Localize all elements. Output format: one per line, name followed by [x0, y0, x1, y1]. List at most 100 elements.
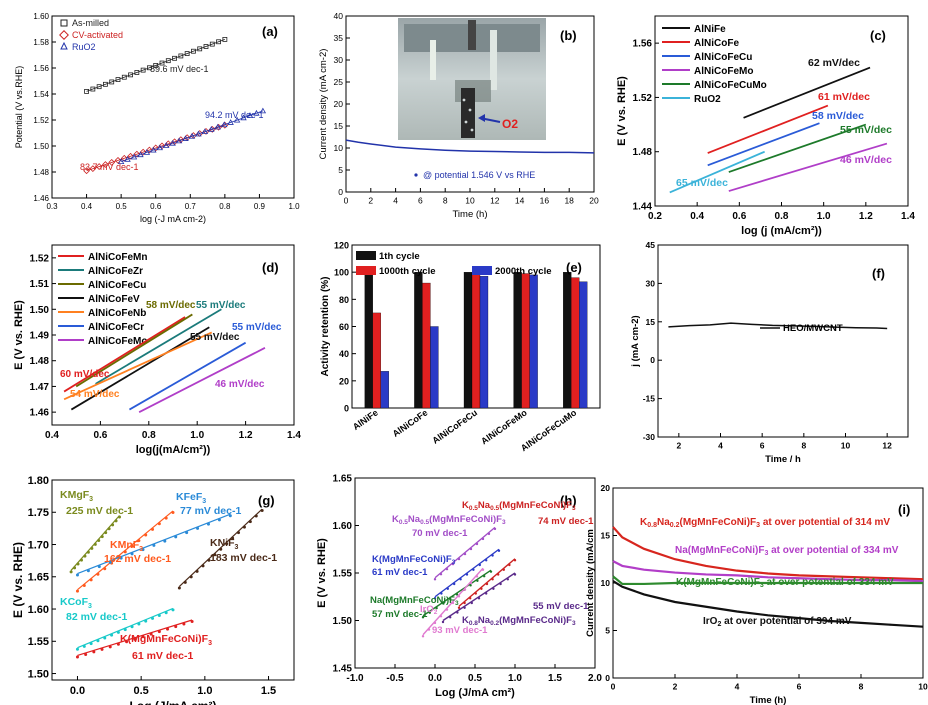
data-point — [75, 573, 79, 577]
bar — [563, 272, 572, 409]
y-tick-label: 1.65 — [333, 474, 353, 485]
y-axis-title: Potential (V vs.RHE) — [14, 66, 24, 149]
data-point — [116, 630, 120, 634]
series-line — [728, 123, 867, 173]
data-point — [130, 625, 134, 629]
legend-ruo2: RuO2 — [72, 42, 96, 52]
diamond-marker-icon — [59, 30, 69, 40]
y-tick-label: 1.44 — [633, 202, 653, 213]
data-point — [123, 550, 127, 554]
x-category-label: AlNiCoFe — [391, 407, 430, 438]
slope-alnife: 62 mV/dec — [808, 57, 860, 69]
panel-d: AlNiCoFeMn AlNiCoFeZr AlNiCoFeCu AlNiCoFeV A… — [13, 244, 301, 456]
panel-i-plot: 0 2 4 6 8 10 0 5 10 15 20 Time (h) Current density (… — [585, 483, 928, 705]
y-tick-label: 1.50 — [333, 616, 353, 627]
series-line — [63, 316, 186, 393]
bar — [422, 282, 431, 409]
panel-b-plot: 0 2 4 6 8 10 12 14 16 18 20 0 5 10 15 20 25 30 35 40 Time (h… — [318, 11, 599, 220]
data-point — [463, 552, 467, 556]
panel-e-label: (e) — [566, 260, 582, 275]
data-point — [480, 587, 483, 590]
panel-h: -1.0 -0.5 0.0 0.5 1.0 1.5 2.0 1.45 1.50 1.55 1.60 1… — [316, 474, 602, 700]
y-tick-label: 1.65 — [28, 572, 49, 584]
legend-label: AlNiCoFeNb — [88, 308, 146, 319]
data-point — [493, 527, 497, 531]
data-point — [79, 558, 83, 562]
x-tick-label: 8 — [859, 682, 864, 692]
x-category-label: AlNiCoFeCu — [430, 407, 479, 445]
panel-g-plot: 0.0 0.5 1.0 1.5 1.50 1.55 1.60 1.65 1.70 1.75 1.80… — [11, 475, 276, 705]
panel-d-plot: 0.4 0.6 0.8 1.0 1.2 1.4 1.46 1.47 1.48 1.49 1.50 1.… — [13, 253, 301, 456]
data-point — [427, 628, 431, 631]
data-point — [144, 619, 148, 623]
x-tick-label: 6 — [797, 682, 802, 692]
data-point — [485, 592, 488, 595]
data-point — [481, 537, 485, 541]
data-point — [118, 515, 122, 519]
y-tick-label: 0 — [650, 355, 655, 365]
slope-alnicofev: 55 mV/dec — [190, 332, 240, 343]
x-tick-label: 0.9 — [254, 202, 266, 211]
data-point — [103, 81, 108, 87]
x-tick-label: 8 — [443, 196, 448, 206]
data-point — [248, 520, 252, 524]
legend-label: RuO2 — [694, 94, 721, 105]
series-line — [612, 560, 924, 583]
x-tick-label: 1.0 — [817, 211, 831, 222]
y-tick-label: 1.52 — [30, 253, 50, 264]
panel-b-annotation: @ potential 1.546 V vs RHE — [423, 170, 535, 180]
panel-a-plot: 0.3 0.4 0.5 0.6 0.7 0.8 0.9 1.0 1.46 1.48 1.50 1.52… — [14, 12, 300, 224]
data-point — [114, 519, 118, 523]
x-tick-label: 1.5 — [261, 685, 276, 697]
data-point — [141, 635, 145, 639]
k08na02-label-i: K0.8Na0.2(MgMnFeCoNi)F3 at over potentia… — [640, 517, 890, 529]
y-tick-label: 1.49 — [30, 331, 50, 342]
x-tick-label: 8 — [801, 441, 806, 451]
data-point — [103, 636, 107, 640]
x-tick-label: 0.0 — [428, 673, 442, 684]
x-tick-label: 12 — [882, 441, 892, 451]
x-tick-label: 1.4 — [287, 430, 301, 441]
panel-g-label: (g) — [258, 493, 275, 508]
slope-alnicofemo-d: 46 mV/dec — [215, 379, 265, 390]
data-point — [491, 578, 494, 581]
x-tick-label: 10 — [918, 682, 928, 692]
bar — [380, 371, 389, 409]
legend-label: AlNiCoFeMn — [88, 252, 147, 263]
panel-e-plot: 0 20 40 60 80 100 120 Activity retention (%) AlN… — [320, 241, 588, 453]
slope-alnicofecu-d: 58 mV/dec — [146, 300, 196, 311]
data-point — [469, 547, 473, 551]
fit-line — [434, 548, 500, 598]
legend-label: AlNiCoFeCuMo — [694, 80, 767, 91]
data-point — [107, 527, 111, 531]
panel-h-plot: -1.0 -0.5 0.0 0.5 1.0 1.5 2.0 1.45 1.50 1.55 1.60 1… — [316, 474, 602, 700]
series-line — [668, 322, 888, 330]
data-point — [191, 48, 196, 54]
data-point — [174, 535, 178, 539]
data-point — [442, 602, 445, 605]
y-tick-label: 1.60 — [333, 521, 353, 532]
bar — [364, 272, 373, 409]
panel-a-label: (a) — [262, 24, 278, 39]
slope-alnicofecu: 58 mV/dec — [812, 110, 864, 122]
data-point — [109, 79, 115, 85]
panel-a-legend: As-milled CV-activated RuO2 — [59, 18, 123, 52]
data-point — [89, 165, 97, 173]
x-tick-label: 20 — [589, 196, 599, 206]
data-point — [203, 44, 209, 49]
slope-k05na05-1: 70 mV dec-1 — [412, 528, 468, 539]
data-point — [166, 627, 170, 631]
data-point — [103, 567, 107, 571]
data-point — [75, 647, 79, 651]
data-point — [111, 523, 115, 527]
data-point — [93, 542, 97, 546]
legend-label: AlNiCoFeV — [88, 294, 140, 305]
slope-kcof3: 82 mV dec-1 — [66, 611, 127, 623]
data-point — [254, 514, 258, 518]
y-tick-label: 1.60 — [28, 604, 49, 616]
series-line — [75, 313, 193, 388]
x-tick-label: 0.7 — [185, 202, 197, 211]
k-hea-label: K(MgMnFeCoNi)F3 — [120, 633, 212, 647]
y-axis-title: E (V vs. RHE) — [11, 542, 25, 618]
data-point — [469, 581, 473, 585]
